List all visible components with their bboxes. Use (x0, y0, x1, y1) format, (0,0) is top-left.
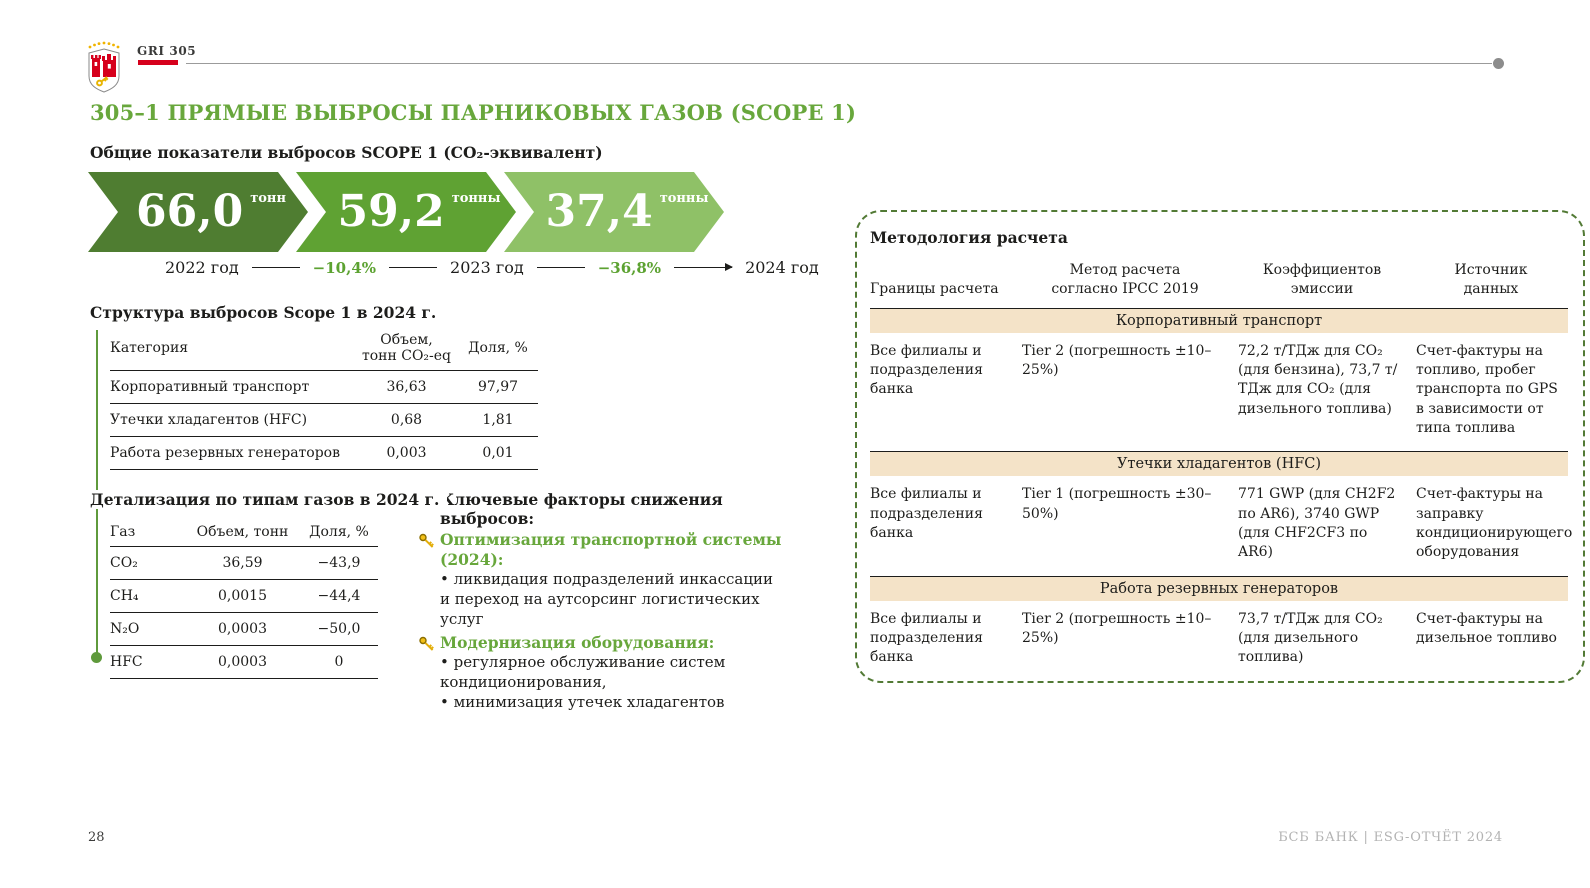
methodology-row: Все филиалы и подразделения банка Tier 1… (870, 476, 1573, 575)
boundaries-cell: Все филиалы и подразделения банка (870, 610, 983, 666)
method-cell: Tier 2 (погрешность ±10–25%) (1022, 342, 1212, 379)
timeline-connector (536, 266, 585, 269)
header-rule (186, 63, 1492, 64)
column-header: Коэффициентов эмиссии (1262, 262, 1382, 297)
table-cell: 0 (300, 645, 378, 679)
key-factors-block: Ключевые факторы снижения выбросов: Опти… (418, 490, 786, 716)
factors-title: Ключевые факторы снижения выбросов: (440, 490, 723, 528)
table-cell: −50,0 (300, 612, 378, 645)
chevron-unit: тонны (451, 190, 501, 206)
timeline-arrow (674, 263, 734, 270)
coefficients-cell: 73,7 т/ТДж для CO₂ (для дизельного топли… (1238, 610, 1383, 666)
gri-label: GRI 305 (137, 44, 197, 58)
methodology-header-row: Границы расчета Метод расчета согласно I… (870, 261, 1568, 299)
table-cell: 0,003 (355, 436, 458, 470)
emissions-chevron-banner: 66,0 тонн 59,2 тонны 37,4 тонны (88, 172, 724, 252)
factor-bullet: минимизация утечек хладагентов (440, 693, 786, 713)
gases-table-title: Детализация по типам газов в 2024 г. (90, 490, 448, 509)
structure-table: Категория Объем, тонн CO₂-eq Доля, % Кор… (110, 326, 538, 470)
table-cell: 36,63 (355, 370, 458, 403)
factor-bullet: ликвидация подразделений инкассации и пе… (440, 570, 786, 630)
timeline-delta-1: −10,4% (312, 258, 377, 277)
method-cell: Tier 1 (погрешность ±30–50%) (1022, 486, 1212, 522)
table-cell: 0,68 (355, 403, 458, 436)
timeline-year-2023: 2023 год (450, 258, 524, 277)
green-guide-dot (91, 652, 102, 663)
timeline-year-2022: 2022 год (165, 258, 239, 277)
brest-coat-of-arms-logo (86, 40, 122, 94)
table-cell: 97,97 (458, 370, 538, 403)
timeline: 2022 год −10,4% 2023 год −36,8% 2024 год (165, 258, 819, 277)
table-cell: 36,59 (185, 546, 300, 579)
column-header: Метод расчета согласно IPCC 2019 (1051, 262, 1199, 297)
timeline-connector (389, 266, 438, 269)
factor-bullet: регулярное обслуживание систем кондицион… (440, 653, 786, 693)
coefficients-cell: 72,2 т/ТДж для CO₂ (для бензина), 73,7 т… (1238, 342, 1398, 417)
chevron-2022: 66,0 тонн (88, 172, 308, 252)
timeline-delta-2: −36,8% (597, 258, 662, 277)
key-icon (419, 636, 434, 651)
chevron-2023: 59,2 тонны (296, 172, 516, 252)
table-cell: CH₄ (110, 579, 185, 612)
page-title: 305–1 ПРЯМЫЕ ВЫБРОСЫ ПАРНИКОВЫХ ГАЗОВ (S… (90, 100, 857, 125)
key-icon (419, 533, 434, 548)
chevron-unit: тонны (659, 190, 709, 206)
timeline-connector (251, 266, 300, 269)
overview-subtitle: Общие показатели выбросов SCOPE 1 (CO₂-э… (90, 143, 603, 162)
red-underline-bar (138, 60, 178, 65)
methodology-title: Методология расчета (870, 228, 1068, 247)
chevron-value: 59,2 (337, 186, 445, 237)
boundaries-cell: Все филиалы и подразделения банка (870, 342, 983, 398)
section-band: Утечки хладагентов (HFC) (870, 451, 1568, 477)
factor-item: Оптимизация транспортной системы (2024):… (418, 530, 786, 630)
footer-brand: БСБ БАНК | ESG-ОТЧЁТ 2024 (1278, 830, 1503, 845)
column-header: Источник данных (1454, 262, 1528, 297)
coefficients-cell: 771 GWP (для CH2F2 по AR6), 3740 GWP (дл… (1238, 486, 1396, 561)
table-cell: N₂O (110, 612, 185, 645)
chevron-2024: 37,4 тонны (504, 172, 724, 252)
methodology-panel: Методология расчета Границы расчета Мето… (855, 210, 1585, 683)
column-header: Границы расчета (870, 280, 999, 297)
gases-table: Газ Объем, тонн Доля, % CO₂ 36,59 −43,9 … (110, 518, 378, 679)
section-band: Работа резервных генераторов (870, 575, 1568, 601)
factor-heading: Модернизация оборудования: (440, 633, 715, 653)
section-band: Корпоративный транспорт (870, 307, 1568, 333)
boundaries-cell: Все филиалы и подразделения банка (870, 486, 983, 541)
chevron-unit: тонн (250, 190, 286, 206)
table-cell: Утечки хладагентов (HFC) (110, 403, 355, 436)
factor-heading: Оптимизация транспортной системы (2024): (440, 530, 782, 570)
source-cell: Счет-фактуры на топливо, пробег транспор… (1416, 342, 1558, 437)
table-cell: −43,9 (300, 546, 378, 579)
chevron-value: 37,4 (545, 186, 653, 237)
chevron-value: 66,0 (136, 186, 244, 237)
column-header: Доля, % (309, 524, 369, 540)
table-cell: 0,0003 (185, 612, 300, 645)
header-rule-dot (1493, 58, 1504, 69)
column-header: Объем, тонн (196, 524, 289, 540)
table-cell: −44,4 (300, 579, 378, 612)
source-cell: Счет-фактуры на дизельное топливо (1416, 610, 1557, 646)
methodology-row: Все филиалы и подразделения банка Tier 2… (870, 333, 1568, 452)
methodology-row: Все филиалы и подразделения банка Tier 2… (870, 601, 1568, 681)
column-header: Газ (110, 524, 136, 540)
table-cell: 0,0015 (185, 579, 300, 612)
table-cell: 0,0003 (185, 645, 300, 679)
table-cell: 1,81 (458, 403, 538, 436)
table-cell: HFC (110, 645, 185, 679)
table-cell: CO₂ (110, 546, 185, 579)
timeline-year-2024: 2024 год (745, 258, 819, 277)
page-number: 28 (88, 830, 105, 845)
column-header: Объем, тонн CO₂-eq (361, 332, 452, 364)
column-header: Категория (110, 340, 189, 356)
column-header: Доля, % (468, 340, 528, 356)
factor-item: Модернизация оборудования: регулярное об… (418, 633, 786, 713)
table-cell: 0,01 (458, 436, 538, 470)
table-cell: Работа резервных генераторов (110, 436, 355, 470)
source-cell: Счет-фактуры на заправку кондиционирующе… (1416, 486, 1573, 561)
method-cell: Tier 2 (погрешность ±10–25%) (1022, 610, 1212, 646)
structure-table-title: Структура выбросов Scope 1 в 2024 г. (90, 303, 437, 322)
table-cell: Корпоративный транспорт (110, 370, 355, 403)
